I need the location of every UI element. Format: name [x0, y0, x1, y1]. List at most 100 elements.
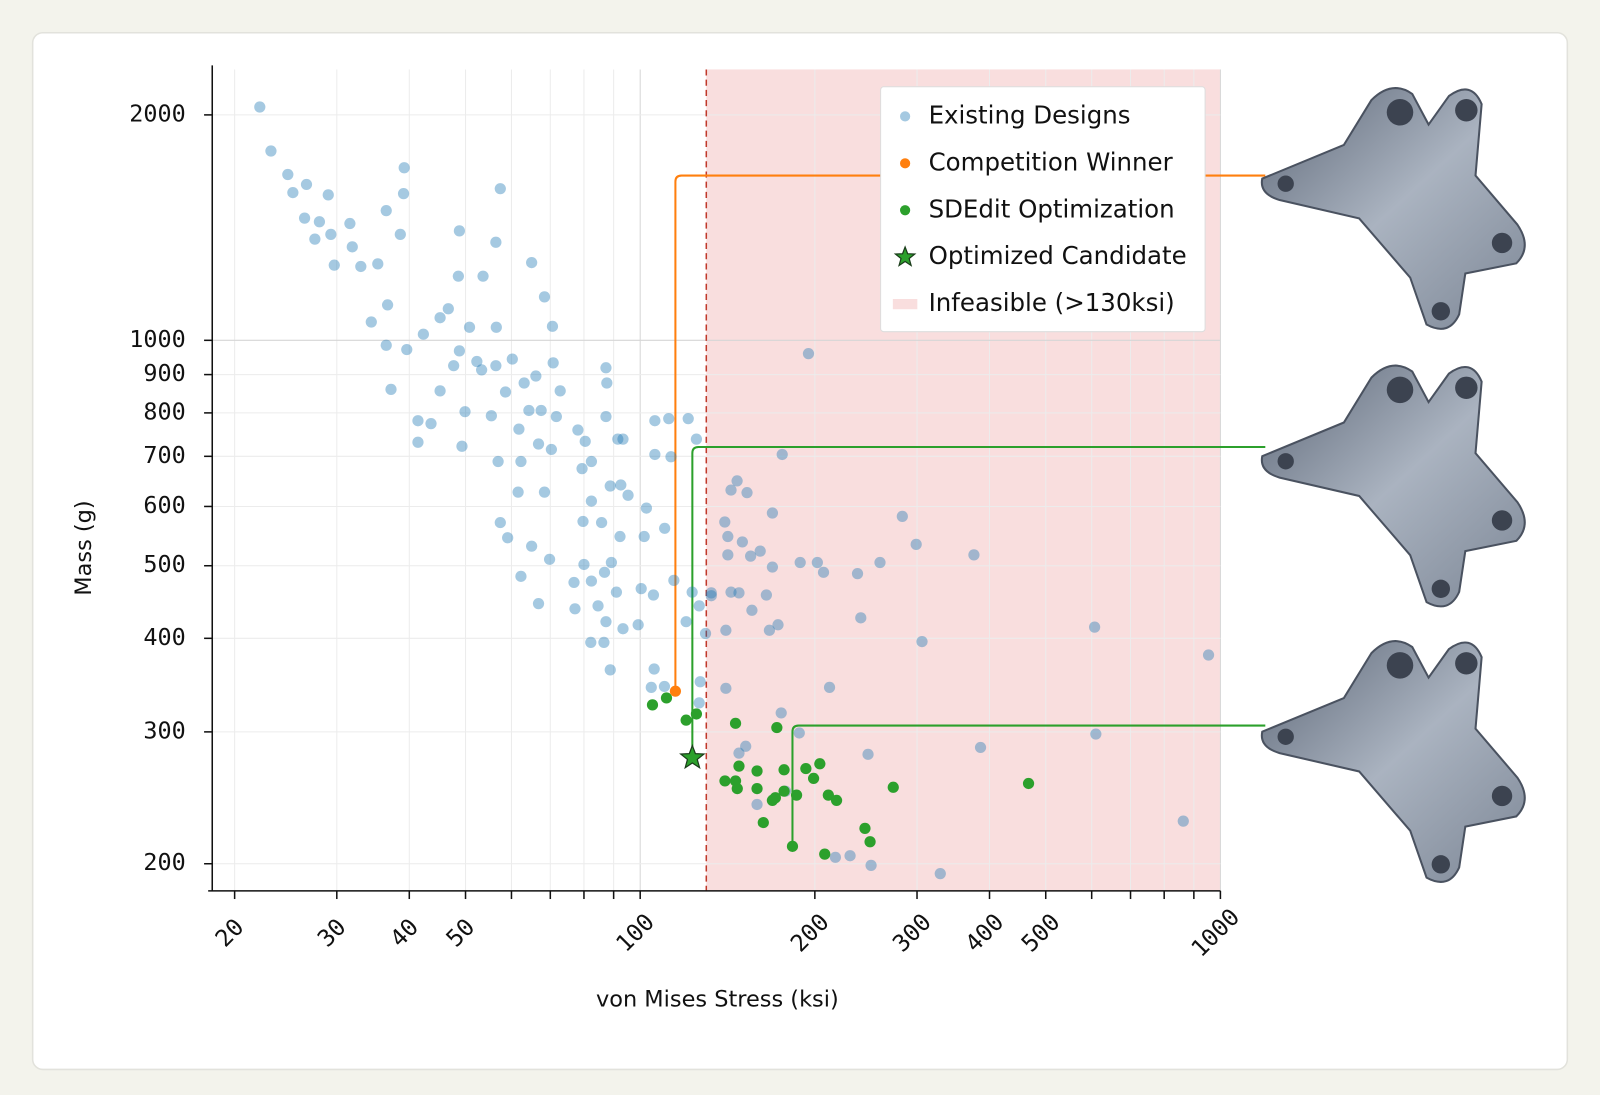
- point: [453, 225, 466, 237]
- point: [604, 480, 616, 492]
- point: [499, 386, 512, 398]
- point: [725, 586, 737, 598]
- point: [526, 256, 538, 269]
- point: [585, 455, 598, 468]
- point: [346, 241, 358, 253]
- point: [874, 556, 886, 569]
- point: [757, 816, 769, 829]
- point: [568, 576, 580, 589]
- point: [646, 699, 659, 711]
- point: [760, 589, 772, 601]
- point: [526, 540, 538, 552]
- point: [722, 549, 734, 561]
- point: [380, 339, 392, 351]
- point: [731, 782, 743, 795]
- point: [786, 840, 799, 852]
- point: [771, 721, 783, 734]
- point: [814, 758, 826, 770]
- point: [385, 383, 397, 395]
- point: [1022, 777, 1035, 790]
- point: [434, 312, 446, 324]
- point: [751, 798, 763, 811]
- point: [693, 600, 705, 612]
- point: [617, 623, 629, 635]
- point: [490, 360, 502, 372]
- point: [766, 561, 779, 573]
- point: [865, 859, 877, 871]
- point: [546, 320, 559, 332]
- point: [855, 612, 867, 624]
- point: [658, 680, 671, 693]
- point: [459, 406, 471, 418]
- point: [490, 321, 502, 333]
- point: [604, 664, 616, 676]
- point: [751, 782, 763, 795]
- point: [569, 603, 581, 615]
- point: [649, 448, 661, 461]
- point: [543, 553, 556, 565]
- point: [1202, 649, 1215, 661]
- point: [829, 851, 842, 863]
- point: [775, 707, 787, 719]
- point: [577, 515, 589, 528]
- point: [313, 216, 326, 228]
- point: [682, 413, 694, 425]
- point: [523, 404, 535, 417]
- point: [729, 717, 742, 729]
- point: [485, 410, 497, 422]
- point: [772, 619, 784, 631]
- legend-label: Existing Designs: [929, 100, 1131, 129]
- x-axis-label: von Mises Stress (ksi): [596, 987, 839, 1013]
- point: [512, 486, 524, 498]
- point: [538, 291, 551, 303]
- star-marker: [679, 743, 706, 770]
- point: [614, 530, 626, 543]
- point: [492, 455, 504, 468]
- point: [615, 479, 627, 491]
- point: [659, 522, 671, 534]
- point: [585, 575, 598, 587]
- point: [916, 635, 928, 648]
- point: [622, 489, 634, 501]
- point: [819, 848, 831, 860]
- point: [600, 616, 612, 628]
- point: [746, 604, 758, 616]
- legend-label: SDEdit Optimization: [929, 194, 1175, 223]
- point: [823, 681, 836, 693]
- point: [325, 228, 337, 241]
- legend-swatch: [900, 111, 911, 122]
- point: [617, 433, 629, 445]
- point: [640, 502, 653, 514]
- y-tick-label: 300: [143, 716, 185, 744]
- point: [372, 258, 384, 270]
- y-tick-label: 500: [143, 550, 185, 578]
- point: [576, 463, 588, 475]
- point: [397, 188, 410, 200]
- point: [545, 443, 557, 456]
- point: [699, 627, 712, 640]
- point: [635, 583, 647, 595]
- y-tick-label: 900: [143, 359, 185, 387]
- point: [686, 586, 698, 598]
- point: [490, 236, 502, 248]
- point: [844, 850, 856, 862]
- point: [1088, 621, 1101, 633]
- point: [910, 538, 922, 550]
- point: [494, 183, 506, 195]
- point: [731, 475, 743, 487]
- legend-swatch: [892, 299, 918, 310]
- point: [778, 785, 790, 797]
- point: [638, 530, 650, 543]
- point: [535, 404, 547, 417]
- point: [660, 692, 673, 704]
- point: [817, 566, 830, 578]
- point: [309, 233, 321, 245]
- point: [864, 836, 876, 848]
- point: [720, 624, 732, 636]
- y-axis-label: Mass (g): [71, 500, 97, 595]
- point: [802, 347, 815, 360]
- point: [665, 451, 677, 463]
- y-tick-label: 700: [143, 441, 185, 469]
- point: [934, 868, 946, 880]
